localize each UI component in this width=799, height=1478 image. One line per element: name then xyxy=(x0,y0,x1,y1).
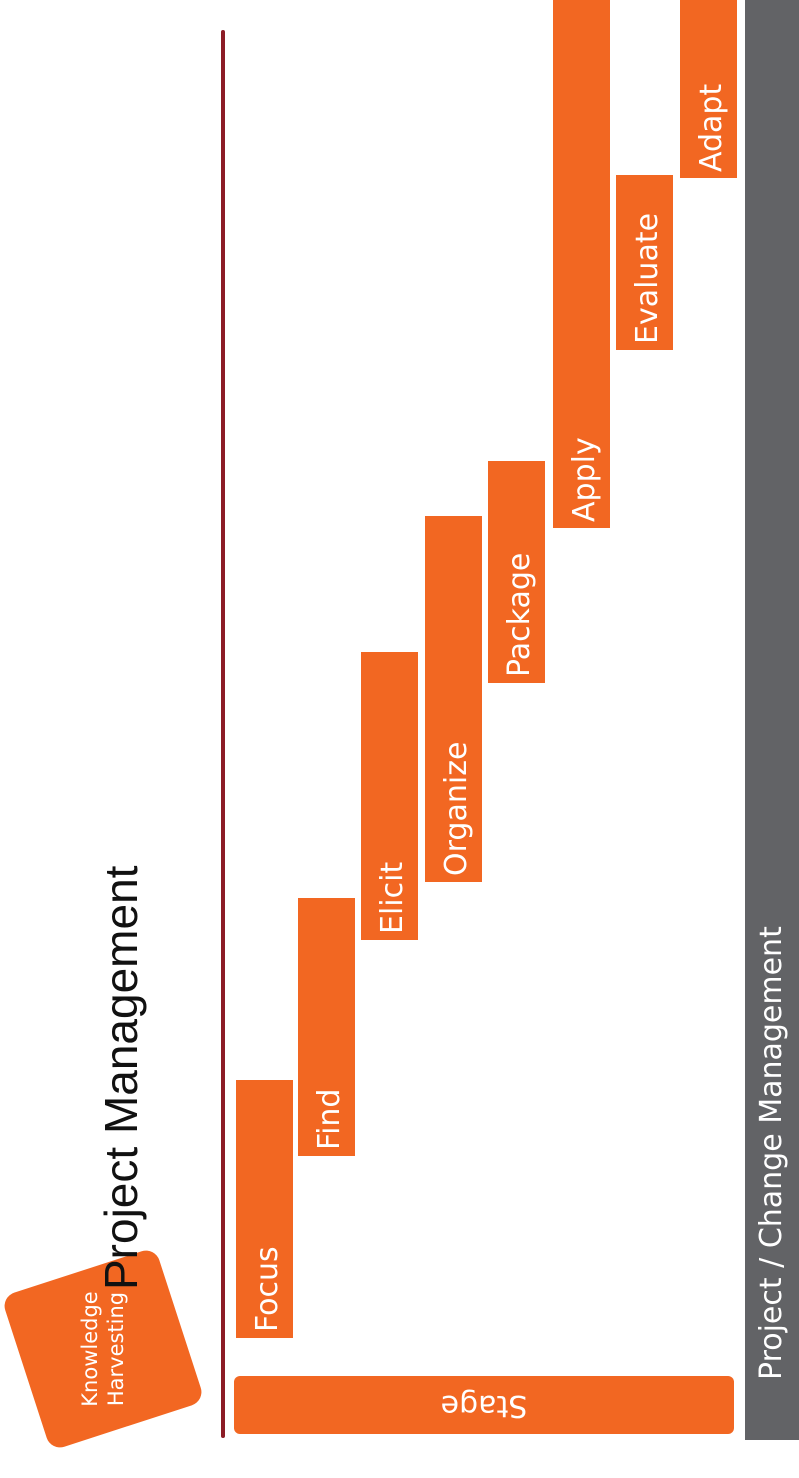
step-evaluate: Evaluate xyxy=(616,175,673,350)
logo-line-2: Harvesting xyxy=(104,1291,128,1407)
step-adapt: Adapt xyxy=(680,0,737,178)
step-organize: Organize xyxy=(425,516,482,882)
step-elicit-label: Elicit xyxy=(375,861,410,934)
project-change-management-label: Project / Change Management xyxy=(754,926,789,1380)
step-apply-label: Apply xyxy=(567,437,602,522)
page-title: Project Management xyxy=(95,865,147,1290)
stage-label: Stage xyxy=(440,1388,528,1423)
divider-line xyxy=(221,30,225,1438)
step-evaluate-label: Evaluate xyxy=(630,212,665,344)
project-change-management-bar: Project / Change Management xyxy=(745,0,799,1440)
step-package: Package xyxy=(488,461,545,683)
logo-line-1: Knowledge xyxy=(78,1291,102,1407)
step-focus: Focus xyxy=(236,1080,293,1338)
step-find: Find xyxy=(298,898,355,1156)
stage-bar: Stage xyxy=(234,1376,734,1434)
step-focus-label: Focus xyxy=(250,1246,285,1332)
step-apply: Apply xyxy=(553,0,610,528)
step-find-label: Find xyxy=(312,1088,347,1150)
step-adapt-label: Adapt xyxy=(694,83,729,172)
step-package-label: Package xyxy=(502,552,537,677)
step-elicit: Elicit xyxy=(361,652,418,940)
step-organize-label: Organize xyxy=(439,741,474,876)
